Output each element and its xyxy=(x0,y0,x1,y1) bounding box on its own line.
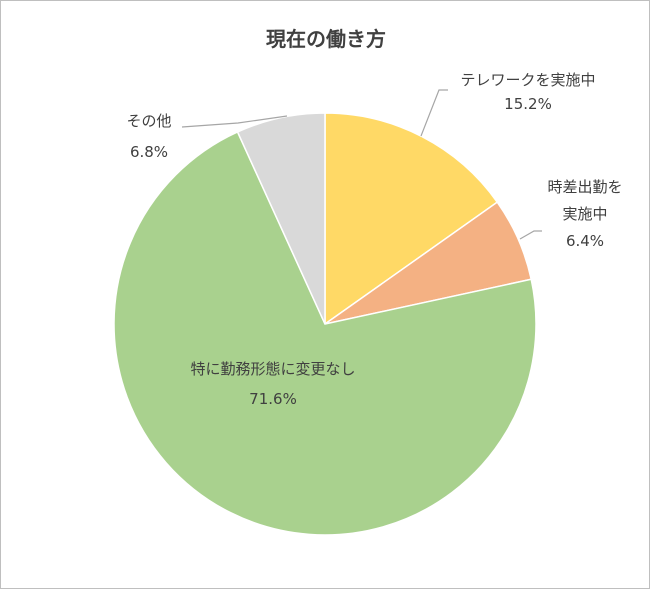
slice-value-other: 6.8% xyxy=(130,143,168,161)
leader-line-telework xyxy=(420,89,448,137)
slice-label-no-change: 特に勤務形態に変更なし xyxy=(190,360,355,378)
pie-slice-other xyxy=(236,112,326,325)
pie-slice-no-change xyxy=(113,130,537,536)
slice-label-other: その他 xyxy=(126,112,171,130)
slice-label-staggered-commute-line-2: 実施中 xyxy=(562,205,607,223)
leader-line-other xyxy=(181,115,288,128)
slice-value-staggered-commute: 6.4% xyxy=(566,232,604,250)
leader-line-staggered-commute xyxy=(519,230,542,240)
chart-title: 現在の働き方 xyxy=(266,27,386,51)
pie-slice-telework xyxy=(324,112,499,326)
slice-value-telework: 15.2% xyxy=(504,95,552,113)
slice-label-telework: テレワークを実施中 xyxy=(460,71,595,89)
slice-label-staggered-commute-line-1: 時差出勤を xyxy=(547,178,622,196)
slice-value-no-change: 71.6% xyxy=(249,390,297,408)
